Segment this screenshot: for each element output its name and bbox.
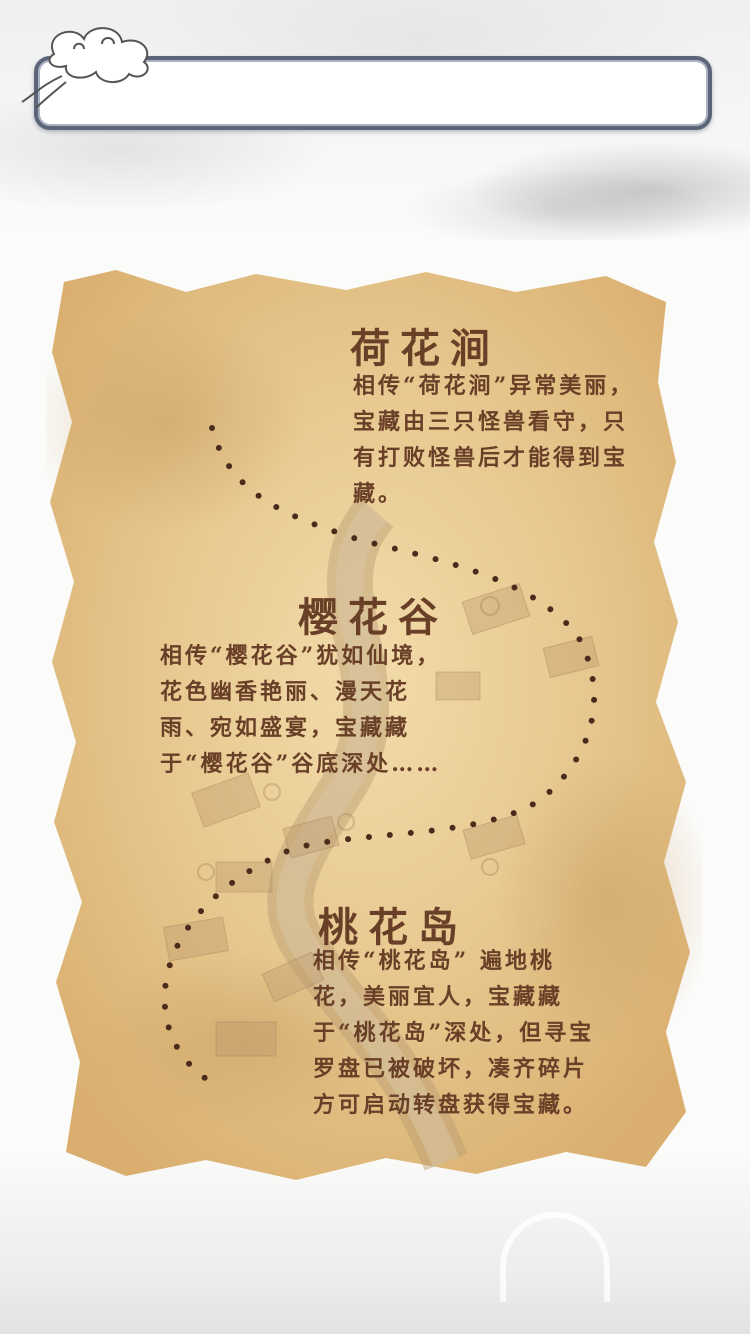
place-title-cherry-valley: 樱花谷 (298, 594, 448, 641)
place-description-lotus-stream: 相传“荷花涧”异常美丽，宝藏由三只怪兽看守，只有打败怪兽后才能得到宝藏。 (353, 373, 635, 507)
treasure-map-parchment (46, 262, 702, 1184)
place-title-peach-island: 桃花岛 (318, 904, 468, 951)
cloud-icon (21, 27, 149, 109)
place-title-lotus-stream: 荷花涧 (350, 325, 500, 372)
place-description-peach-island: 相传“桃花岛” 遍地桃花，美丽宜人，宝藏藏于“桃花岛”深处，但寻宝罗盘已被破坏，… (313, 948, 595, 1118)
place-description-cherry-valley: 相传“樱花谷”犹如仙境，花色幽香艳丽、漫天花雨、宛如盛宴，宝藏藏于“樱花谷”谷底… (160, 643, 442, 777)
bridge-silhouette (500, 1212, 610, 1302)
